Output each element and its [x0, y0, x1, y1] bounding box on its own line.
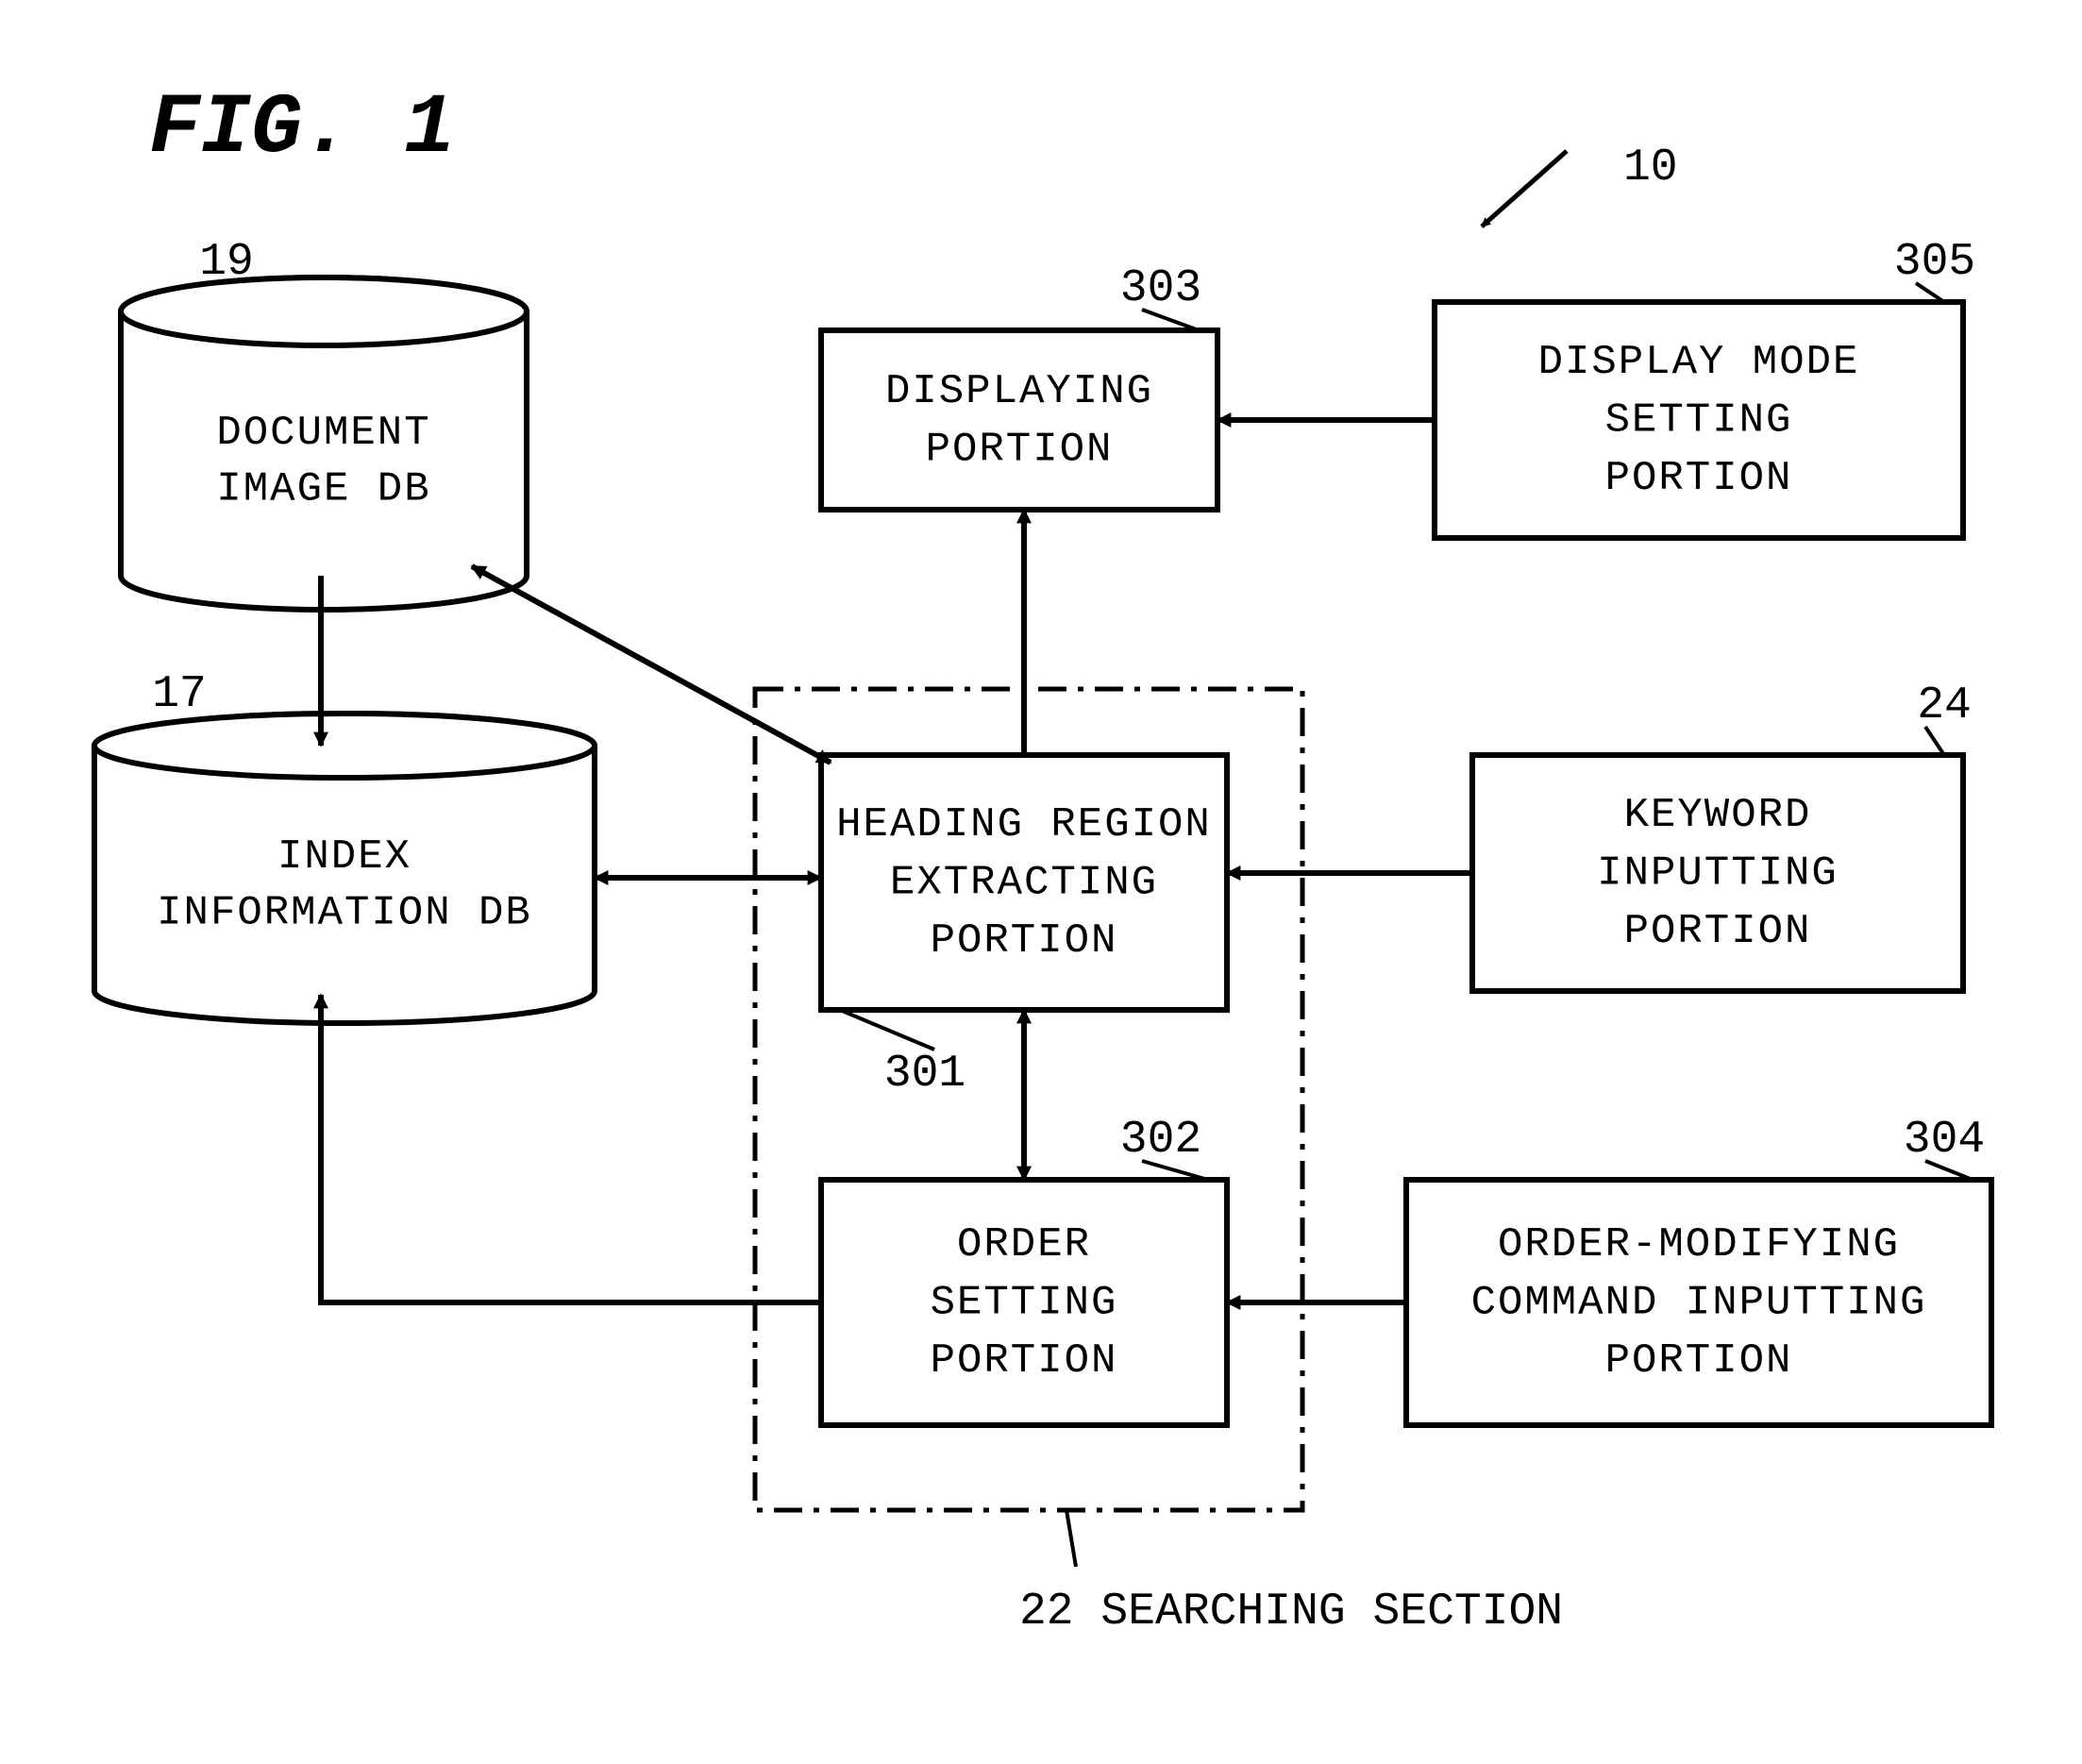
index_db-label: INFORMATION DB: [157, 889, 532, 936]
order_setting-label: PORTION: [931, 1337, 1118, 1385]
doc_db-label: DOCUMENT: [216, 410, 430, 457]
display_mode-label: DISPLAY MODE: [1538, 339, 1860, 386]
doc_db-label: IMAGE DB: [216, 465, 430, 512]
order_setting-label: SETTING: [931, 1280, 1118, 1327]
index_db-ref-num: 17: [152, 669, 207, 720]
order_setting-ref-num: 302: [1120, 1115, 1201, 1166]
order_setting-label: ORDER: [957, 1221, 1091, 1268]
display_mode-label: PORTION: [1605, 455, 1793, 502]
order_modifying-ref-num: 304: [1904, 1115, 1985, 1166]
searching-section-tick: [1066, 1510, 1076, 1567]
connector-ordersetting-to-indexdb: [321, 995, 821, 1302]
display_mode-box: DISPLAY MODE SETTING PORTION 305: [1435, 237, 1975, 538]
displaying-label: DISPLAYING: [885, 368, 1153, 415]
order_modifying-label: COMMAND INPUTTING: [1471, 1280, 1927, 1327]
display_mode-label: SETTING: [1605, 397, 1793, 445]
heading-ref-num: 301: [884, 1049, 965, 1100]
index_db-cylinder: INDEX INFORMATION DB 17: [94, 669, 595, 1023]
displaying-label: PORTION: [926, 426, 1114, 473]
searching-section-label: 22 SEARCHING SECTION: [1019, 1587, 1563, 1638]
keyword-label: KEYWORD: [1624, 792, 1812, 839]
figure-title: FIG. 1: [149, 81, 455, 177]
displaying-box: DISPLAYING PORTION 303: [821, 263, 1217, 510]
order_modifying-label: ORDER-MODIFYING: [1498, 1221, 1900, 1268]
order_modifying-label: PORTION: [1605, 1337, 1793, 1385]
heading-label: EXTRACTING: [890, 860, 1158, 907]
order_modifying-box: ORDER-MODIFYING COMMAND INPUTTING PORTION 3…: [1406, 1115, 1991, 1425]
system-ref-arrow: [1482, 151, 1567, 227]
heading-label: PORTION: [931, 917, 1118, 965]
index_db-label: INDEX: [277, 833, 411, 881]
keyword-label: PORTION: [1624, 908, 1812, 955]
doc_db-cylinder: DOCUMENT IMAGE DB 19: [121, 237, 527, 610]
keyword-label: INPUTTING: [1597, 850, 1839, 898]
keyword-box: KEYWORD INPUTTING PORTION 24: [1472, 680, 1972, 991]
displaying-ref-num: 303: [1120, 263, 1201, 314]
display_mode-ref-num: 305: [1894, 237, 1975, 288]
heading-label: HEADING REGION: [836, 801, 1212, 848]
doc_db-ref-num: 19: [199, 237, 254, 288]
system-ref-num: 10: [1623, 143, 1678, 193]
keyword-ref-num: 24: [1917, 680, 1972, 731]
heading-ref-tick: [840, 1010, 934, 1050]
